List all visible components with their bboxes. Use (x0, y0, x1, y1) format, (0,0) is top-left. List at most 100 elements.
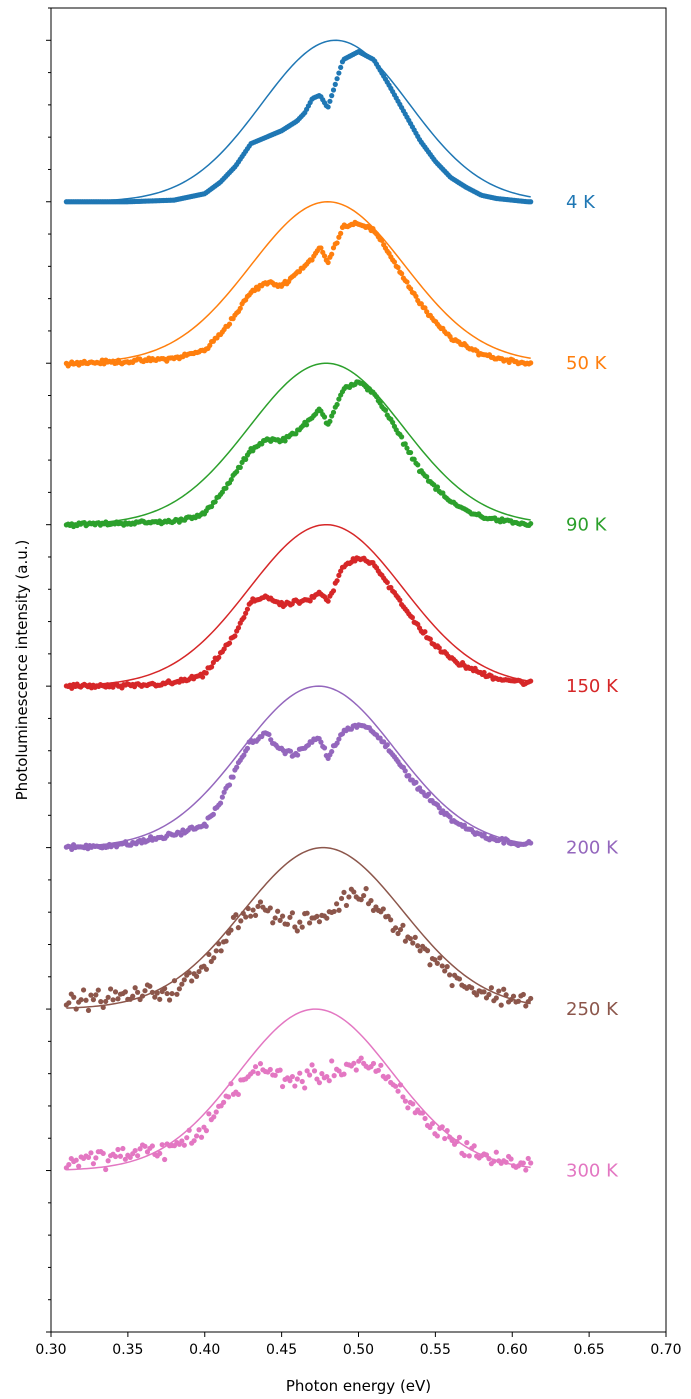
data-point (393, 925, 398, 930)
data-point (486, 1156, 491, 1161)
data-point (494, 995, 499, 1000)
data-point (351, 1061, 356, 1066)
data-point (388, 917, 393, 922)
data-point (150, 990, 155, 995)
data-point (307, 1072, 312, 1077)
data-point (194, 974, 199, 979)
data-point (403, 1099, 408, 1104)
data-point (442, 1136, 447, 1141)
data-point (245, 746, 250, 751)
data-point (386, 1074, 391, 1079)
data-point (304, 422, 309, 427)
data-point (341, 1072, 346, 1077)
data-point (302, 1085, 307, 1090)
x-tick-label: 0.60 (497, 1342, 528, 1358)
data-point (228, 928, 233, 933)
data-point (338, 231, 343, 236)
data-point (245, 607, 250, 612)
data-point (233, 912, 238, 917)
data-point (273, 1073, 278, 1078)
data-point (142, 1144, 147, 1149)
data-point (238, 918, 243, 923)
data-point (415, 943, 420, 948)
data-point (83, 998, 88, 1003)
data-point (86, 1008, 91, 1013)
data-point (354, 1067, 359, 1072)
data-point (504, 992, 509, 997)
data-point (206, 952, 211, 957)
data-point (395, 265, 400, 270)
data-point (219, 948, 224, 953)
data-point (216, 655, 221, 660)
data-point (528, 521, 533, 526)
data-point (211, 812, 216, 817)
data-point (523, 1167, 528, 1172)
data-point (399, 271, 404, 276)
data-point (246, 906, 251, 911)
data-point (214, 1109, 219, 1114)
data-point (528, 360, 533, 365)
data-point (462, 1153, 467, 1158)
data-point (464, 1140, 469, 1145)
data-point (405, 1105, 410, 1110)
data-point (96, 987, 101, 992)
data-point (324, 916, 329, 921)
data-point (295, 1076, 300, 1081)
data-point (334, 76, 339, 81)
data-point (236, 625, 241, 630)
data-point (204, 967, 209, 972)
data-point (227, 641, 232, 646)
data-point (326, 599, 331, 604)
data-point (287, 915, 292, 920)
data-point (133, 1148, 138, 1153)
data-point (74, 1158, 79, 1163)
data-point (120, 1146, 125, 1151)
data-point (101, 1151, 106, 1156)
data-point (415, 462, 420, 467)
data-point (385, 742, 390, 747)
data-point (179, 982, 184, 987)
data-point (344, 903, 349, 908)
data-point (469, 985, 474, 990)
data-point (227, 782, 232, 787)
data-point (496, 988, 501, 993)
data-point (314, 914, 319, 919)
data-point (194, 1133, 199, 1138)
series-label: 200 K (566, 838, 619, 859)
x-tick-label: 0.70 (650, 1342, 681, 1358)
data-point (288, 749, 293, 754)
data-point (410, 615, 415, 620)
data-point (238, 306, 243, 311)
data-point (248, 914, 253, 919)
data-point (445, 1128, 450, 1133)
data-point (236, 1092, 241, 1097)
data-point (408, 936, 413, 941)
data-point (364, 886, 369, 891)
data-point (108, 986, 113, 991)
data-point (491, 1159, 496, 1164)
data-point (332, 909, 337, 914)
data-point (322, 745, 327, 750)
data-point (103, 1167, 108, 1172)
data-point (359, 1056, 364, 1061)
data-point (486, 992, 491, 997)
data-point (435, 1133, 440, 1138)
data-point (528, 678, 533, 683)
data-point (494, 1150, 499, 1155)
data-point (101, 1005, 106, 1010)
data-point (312, 1068, 317, 1073)
data-point (221, 1100, 226, 1105)
series-label: 90 K (566, 515, 608, 536)
data-point (383, 408, 388, 413)
x-tick-label: 0.45 (266, 1342, 297, 1358)
data-point (326, 260, 331, 265)
data-point (214, 948, 219, 953)
data-point (508, 1156, 513, 1161)
data-point (223, 486, 228, 491)
data-point (329, 749, 334, 754)
data-point (220, 795, 225, 800)
data-point (79, 997, 84, 1002)
data-point (206, 1111, 211, 1116)
data-point (528, 1160, 533, 1165)
data-point (332, 1073, 337, 1078)
